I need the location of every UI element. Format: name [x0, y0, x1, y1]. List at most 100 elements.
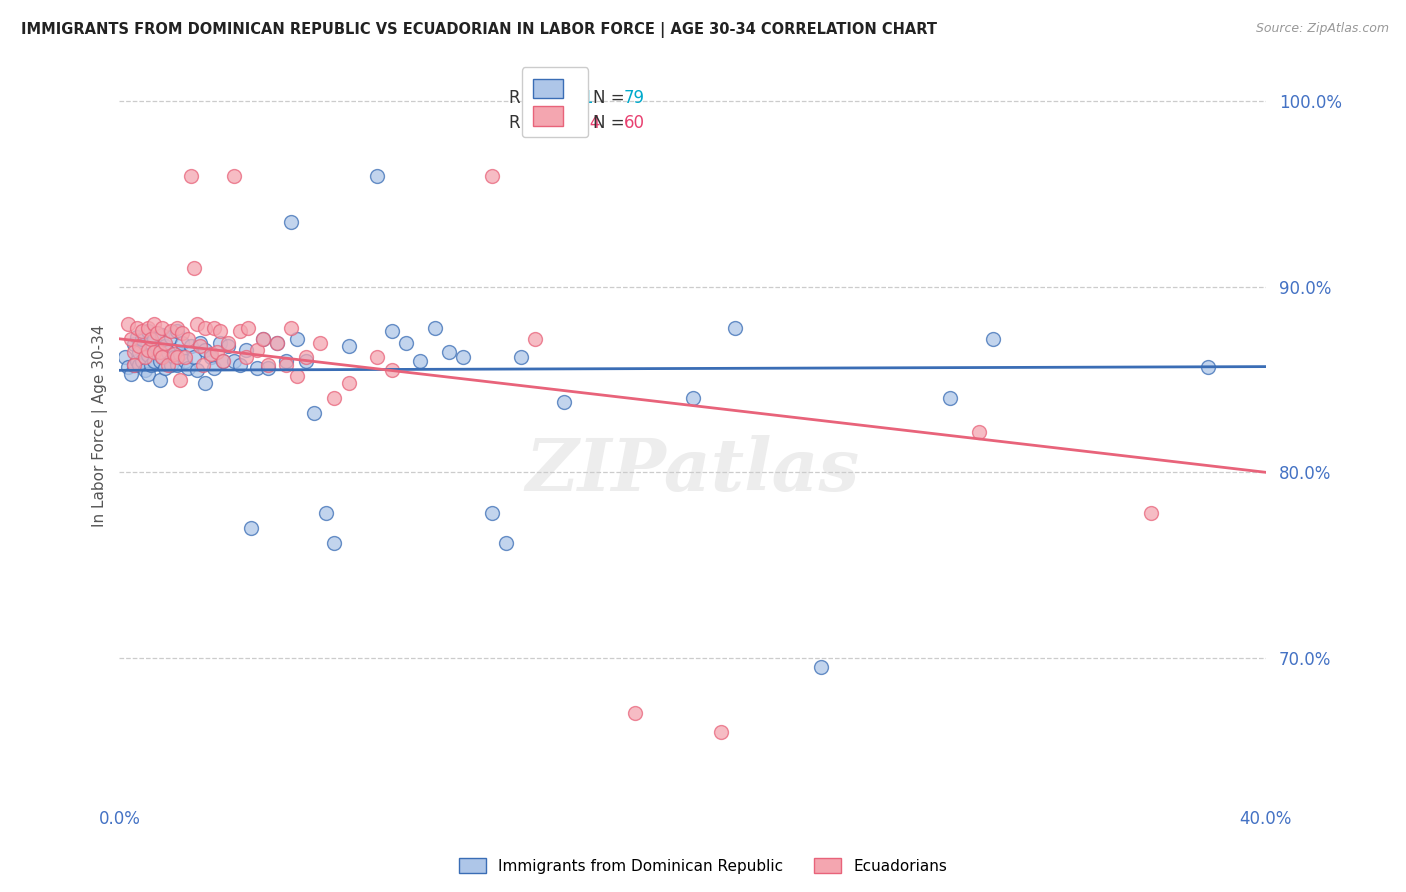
Point [139, 335, 162, 350]
Point [155, 339, 177, 353]
Point [523, 332, 546, 346]
Point [710, 724, 733, 739]
Point [117, 317, 139, 331]
Point [136, 349, 159, 363]
Point [257, 358, 280, 372]
Point [177, 332, 200, 346]
Point [131, 354, 153, 368]
Text: Source: ZipAtlas.com: Source: ZipAtlas.com [1256, 22, 1389, 36]
Point [122, 358, 145, 372]
Point [155, 335, 177, 350]
Point [117, 359, 139, 374]
Point [148, 344, 170, 359]
Point [194, 376, 217, 391]
Point [409, 354, 432, 368]
Point [163, 351, 186, 365]
Point [136, 325, 159, 339]
Point [186, 363, 208, 377]
Point [205, 344, 228, 359]
Point [122, 344, 145, 359]
Point [134, 351, 156, 365]
Point [148, 354, 170, 368]
Legend: Immigrants from Dominican Republic, Ecuadorians: Immigrants from Dominican Republic, Ecua… [453, 852, 953, 880]
Point [188, 339, 211, 353]
Point [157, 344, 180, 359]
Point [172, 326, 194, 341]
Point [939, 391, 962, 405]
Point [122, 358, 145, 372]
Point [155, 361, 177, 376]
Point [120, 367, 142, 381]
Point [152, 320, 174, 334]
Point [128, 344, 150, 359]
Point [229, 358, 252, 372]
Point [309, 335, 332, 350]
Point [285, 332, 308, 346]
Point [136, 367, 159, 381]
Point [125, 354, 148, 368]
Point [142, 354, 165, 368]
Point [381, 325, 404, 339]
Point [266, 335, 288, 350]
Point [145, 326, 167, 341]
Point [139, 332, 162, 346]
Point [200, 351, 222, 365]
Point [323, 391, 346, 405]
Point [174, 351, 197, 365]
Point [174, 354, 197, 368]
Point [481, 506, 503, 520]
Point [495, 535, 517, 549]
Point [152, 328, 174, 343]
Point [246, 343, 269, 357]
Point [191, 358, 214, 372]
Point [423, 320, 446, 334]
Point [122, 337, 145, 351]
Point [257, 361, 280, 376]
Text: R =: R = [509, 114, 546, 133]
Point [229, 325, 252, 339]
Point [200, 346, 222, 360]
Point [125, 320, 148, 334]
Point [395, 335, 418, 350]
Point [166, 320, 188, 334]
Text: 0.011: 0.011 [547, 88, 595, 106]
Text: N =: N = [593, 114, 630, 133]
Point [304, 406, 326, 420]
Point [294, 354, 316, 368]
Text: 60: 60 [624, 114, 645, 133]
Point [202, 361, 225, 376]
Point [186, 317, 208, 331]
Point [188, 335, 211, 350]
Point [166, 358, 188, 372]
Point [624, 706, 647, 721]
Point [183, 261, 205, 276]
Text: IMMIGRANTS FROM DOMINICAN REPUBLIC VS ECUADORIAN IN LABOR FORCE | AGE 30-34 CORR: IMMIGRANTS FROM DOMINICAN REPUBLIC VS EC… [21, 22, 936, 38]
Point [163, 346, 186, 360]
Point [724, 320, 747, 334]
Point [120, 332, 142, 346]
Point [280, 215, 302, 229]
Point [337, 339, 360, 353]
Point [136, 343, 159, 357]
Point [139, 358, 162, 372]
Point [152, 351, 174, 365]
Point [553, 394, 575, 409]
Point [238, 320, 260, 334]
Point [983, 332, 1005, 346]
Point [337, 376, 360, 391]
Point [160, 325, 183, 339]
Point [366, 351, 388, 365]
Point [366, 169, 388, 183]
Point [1197, 359, 1219, 374]
Point [194, 320, 217, 334]
Legend: , : , [522, 67, 588, 137]
Point [142, 344, 165, 359]
Point [967, 425, 990, 439]
Point [169, 373, 191, 387]
Point [217, 335, 239, 350]
Point [294, 351, 316, 365]
Point [202, 320, 225, 334]
Point [235, 351, 257, 365]
Point [274, 354, 297, 368]
Point [169, 346, 191, 360]
